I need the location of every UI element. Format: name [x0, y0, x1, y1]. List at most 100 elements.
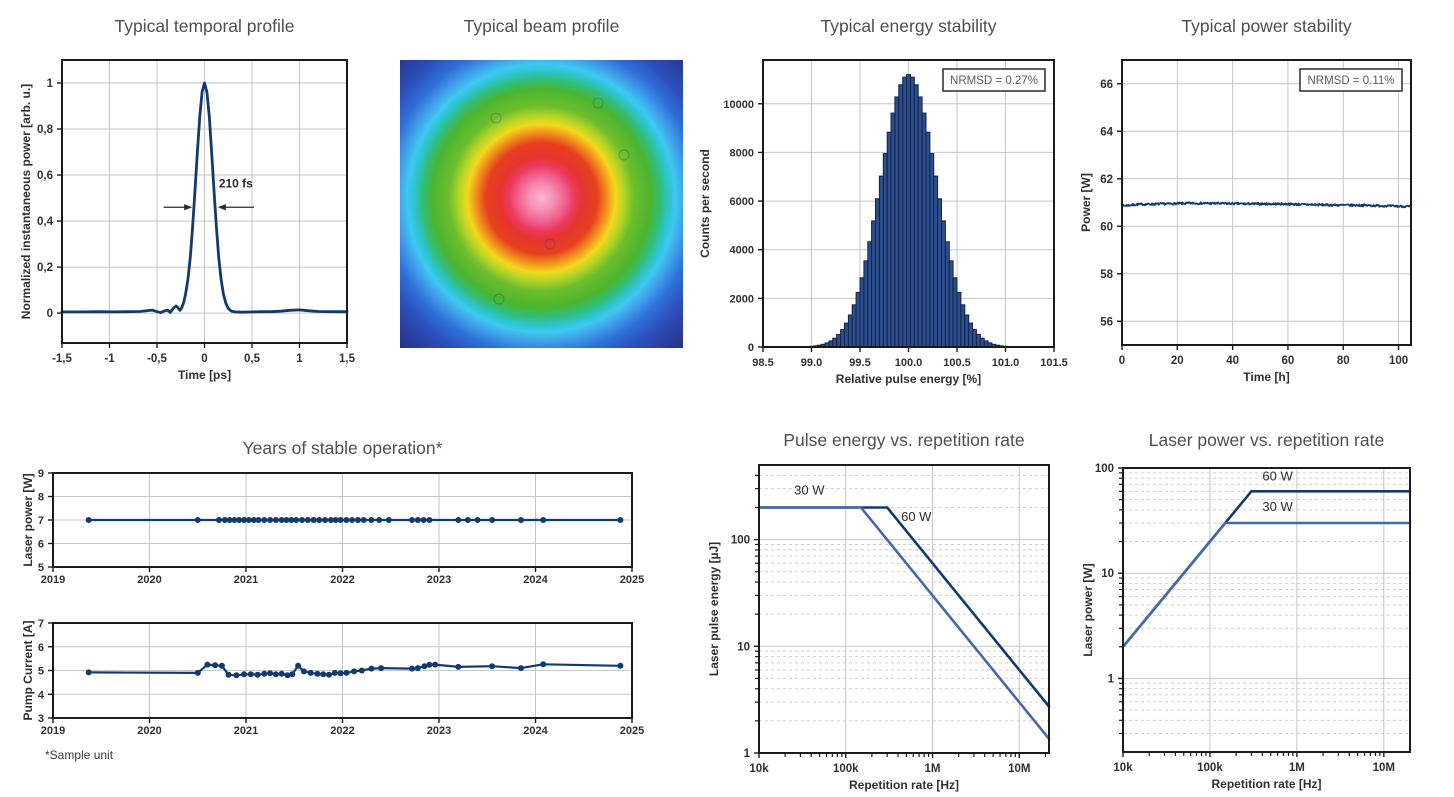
svg-text:Time [h]: Time [h]	[1243, 370, 1289, 384]
years-of-operation-title: Years of stable operation*	[242, 438, 443, 458]
svg-text:60: 60	[1100, 221, 1113, 233]
svg-text:6000: 6000	[730, 196, 754, 208]
pulse-width-annotation: 210 fs	[219, 177, 253, 191]
svg-text:99.5: 99.5	[849, 357, 870, 369]
sample-unit-footnote: *Sample unit	[45, 748, 114, 762]
svg-text:2024: 2024	[523, 574, 548, 586]
beam-dust-artifact	[618, 149, 630, 161]
svg-text:10k: 10k	[749, 763, 769, 775]
svg-text:1: 1	[1108, 673, 1115, 685]
series-label: 60 W	[1262, 469, 1293, 484]
svg-text:10000: 10000	[723, 99, 754, 111]
svg-text:Repetition rate [Hz]: Repetition rate [Hz]	[1211, 777, 1321, 791]
svg-text:4: 4	[38, 689, 45, 701]
svg-text:-1: -1	[104, 353, 115, 365]
panel-years-of-operation: Years of stable operation* 2019 2020 2021 2…	[20, 430, 670, 790]
laser-power-chart: 60 W 30 W 10k 100k 1M 10M 1 10 100 Repetition rat…	[1081, 463, 1412, 791]
svg-text:2022: 2022	[330, 574, 354, 586]
svg-text:10: 10	[737, 641, 750, 653]
svg-text:0: 0	[1119, 355, 1125, 367]
svg-text:101.5: 101.5	[1040, 357, 1068, 369]
svg-text:-1,5: -1,5	[52, 353, 72, 365]
svg-text:100: 100	[1389, 355, 1408, 367]
svg-text:2024: 2024	[523, 725, 548, 737]
svg-text:2021: 2021	[234, 574, 258, 586]
svg-text:60: 60	[1282, 355, 1295, 367]
temporal-profile-title: Typical temporal profile	[114, 16, 295, 36]
svg-text:2022: 2022	[330, 725, 354, 737]
energy-stability-chart: 98.5 99.0 99.5 100.0 100.5 101.0 101.5 0 2000 400…	[700, 59, 1068, 386]
series-label: 30 W	[794, 482, 825, 497]
svg-text:1,5: 1,5	[339, 353, 356, 365]
svg-text:1: 1	[296, 353, 303, 365]
svg-text:100k: 100k	[833, 763, 859, 775]
power-stability-title: Typical power stability	[1181, 16, 1352, 36]
svg-text:4000: 4000	[730, 245, 754, 257]
svg-text:1: 1	[47, 78, 54, 90]
svg-text:10M: 10M	[1008, 763, 1030, 775]
svg-text:58: 58	[1100, 269, 1113, 281]
svg-text:Laser power [W]: Laser power [W]	[1081, 563, 1095, 656]
panel-power-stability: Typical power stability 0 20 40 60 80 100 56 58…	[1080, 0, 1454, 400]
svg-text:98.5: 98.5	[752, 357, 773, 369]
power-stability-chart: 0 20 40 60 80 100 56 58 60 62 64 66 Time [h] Power [W…	[1080, 59, 1412, 384]
svg-text:56: 56	[1100, 316, 1113, 328]
svg-text:8: 8	[38, 492, 44, 504]
svg-text:100.5: 100.5	[943, 357, 971, 369]
pulse-energy-title: Pulse energy vs. repetition rate	[783, 430, 1025, 450]
svg-text:0,4: 0,4	[37, 216, 54, 228]
panel-laser-power-vs-rep-rate: Laser power vs. repetition rate 60 W 30 W…	[1080, 420, 1454, 797]
svg-text:1M: 1M	[925, 763, 941, 775]
temporal-profile-chart: -1,5 -1 -0,5 0 0,5 1 1,5 0 0,2 0,4 0,6 0,8 1 Time [ps…	[19, 59, 356, 382]
svg-text:-0,5: -0,5	[147, 353, 167, 365]
nrmsd-badge	[942, 68, 1046, 92]
svg-text:2025: 2025	[620, 574, 644, 586]
svg-text:Counts per second: Counts per second	[700, 149, 712, 258]
panel-pulse-energy-vs-rep-rate: Pulse energy vs. repetition rate 60 W 30 …	[700, 420, 1080, 797]
beam-profile-image	[400, 60, 683, 348]
svg-text:64: 64	[1100, 126, 1113, 138]
svg-text:100.0: 100.0	[895, 357, 923, 369]
panel-beam-profile: Typical beam profile	[395, 0, 705, 400]
svg-text:Normalized instantaneous power: Normalized instantaneous power [arb. u.]	[19, 84, 33, 319]
svg-text:2020: 2020	[137, 574, 161, 586]
svg-text:Pump Current [A]: Pump Current [A]	[21, 621, 35, 721]
svg-text:99.0: 99.0	[801, 357, 822, 369]
svg-text:80: 80	[1337, 355, 1350, 367]
svg-text:0,2: 0,2	[37, 262, 53, 274]
nrmsd-badge-label: NRMSD = 0.27%	[950, 75, 1038, 87]
svg-text:Time [ps]: Time [ps]	[178, 368, 231, 382]
svg-text:Power [W]: Power [W]	[1080, 173, 1093, 232]
svg-text:10: 10	[1101, 568, 1114, 580]
svg-text:8000: 8000	[730, 147, 754, 159]
laser-power-title: Laser power vs. repetition rate	[1148, 430, 1385, 450]
pulse-energy-chart: 60 W 30 W 10k 100k 1M 10M 1 10 100 Repetition rat…	[707, 464, 1051, 792]
beam-dust-artifact	[490, 112, 502, 124]
svg-text:Laser power [W]: Laser power [W]	[21, 473, 35, 566]
svg-text:7: 7	[38, 618, 44, 630]
svg-text:7: 7	[38, 515, 44, 527]
svg-text:5: 5	[38, 562, 44, 574]
nrmsd-badge-label: NRMSD = 0.11%	[1307, 75, 1394, 87]
svg-text:6: 6	[38, 642, 44, 654]
energy-stability-title: Typical energy stability	[820, 16, 997, 36]
svg-text:100: 100	[1095, 463, 1114, 475]
series-label: 30 W	[1262, 499, 1293, 514]
svg-text:2019: 2019	[41, 574, 65, 586]
svg-text:6: 6	[38, 539, 44, 551]
svg-text:2021: 2021	[234, 725, 258, 737]
svg-text:10k: 10k	[1113, 762, 1133, 774]
svg-text:0,6: 0,6	[37, 170, 53, 182]
beam-dust-artifact	[592, 97, 604, 109]
svg-text:10M: 10M	[1373, 762, 1395, 774]
svg-text:2020: 2020	[137, 725, 161, 737]
beam-dust-artifact	[493, 293, 505, 305]
svg-text:0: 0	[201, 353, 207, 365]
svg-text:5: 5	[38, 666, 44, 678]
svg-text:40: 40	[1226, 355, 1239, 367]
svg-text:1M: 1M	[1289, 762, 1305, 774]
svg-text:9: 9	[38, 468, 44, 480]
svg-text:Repetition rate [Hz]: Repetition rate [Hz]	[849, 778, 959, 792]
